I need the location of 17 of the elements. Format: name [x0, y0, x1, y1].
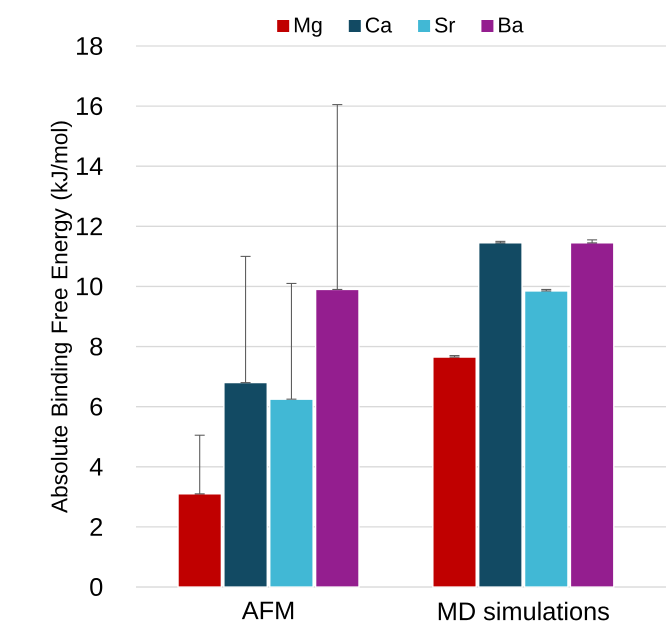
y-tick-label: 14 — [77, 158, 103, 175]
y-tick-label: 2 — [90, 518, 102, 536]
y-tick-label: 0 — [90, 578, 102, 596]
legend-label: Ba — [499, 18, 524, 32]
x-tick-label: AFM — [242, 602, 294, 620]
y-tick-label: 18 — [77, 37, 102, 55]
legend-label: Mg — [294, 18, 322, 37]
y-tick-label: 10 — [77, 277, 102, 296]
y-tick-label: 12 — [77, 217, 102, 236]
y-tick-label: 4 — [90, 458, 103, 476]
x-tick-label: MD simulations — [438, 602, 609, 620]
y-tick-label: 8 — [90, 338, 102, 356]
y-tick-label: 6 — [90, 398, 102, 416]
legend-label: Sr — [435, 18, 456, 33]
legend-label: Ca — [366, 18, 392, 33]
y-tick-label: 16 — [77, 97, 102, 116]
y-axis-title: Absolute Binding Free Energy (kJ/mol) — [50, 121, 72, 513]
